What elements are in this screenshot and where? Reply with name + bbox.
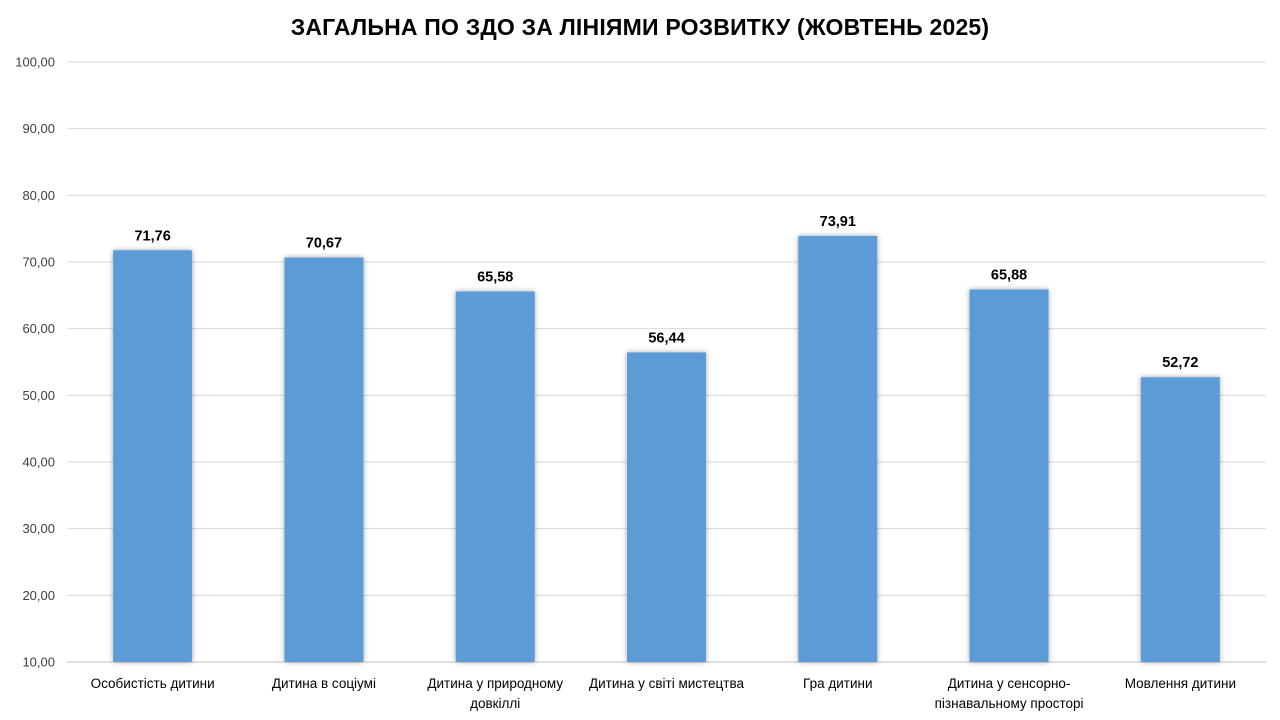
- chart-title: ЗАГАЛЬНА ПО ЗДО ЗА ЛІНІЯМИ РОЗВИТКУ (ЖОВ…: [290, 14, 990, 40]
- bar: [969, 289, 1049, 662]
- category-label: Мовлення дитини: [1125, 676, 1236, 691]
- data-label: 65,88: [991, 267, 1027, 283]
- y-tick-label: 100,00: [15, 55, 55, 70]
- y-tick-label: 90,00: [22, 121, 55, 136]
- y-tick-label: 70,00: [22, 255, 55, 270]
- category-label: Дитина у сенсорно-: [948, 676, 1071, 691]
- category-label: Дитина у світі мистецтва: [589, 676, 745, 691]
- y-tick-label: 20,00: [22, 588, 55, 603]
- y-tick-label: 10,00: [22, 655, 55, 670]
- y-tick-label: 60,00: [22, 321, 55, 336]
- category-label: довкіллі: [470, 696, 520, 711]
- bar: [627, 352, 706, 662]
- y-tick-label: 40,00: [22, 455, 55, 470]
- category-label: пізнавальному просторі: [935, 696, 1084, 711]
- data-labels: 71,76 70,67 65,58 56,44 73,91 65,88 52,72: [134, 214, 1198, 371]
- x-axis-categories: Особистість дитини Дитина в соціумі Дитина…: [91, 676, 1236, 711]
- y-tick-label: 80,00: [22, 188, 55, 203]
- data-label: 70,67: [306, 236, 342, 252]
- bar: [798, 235, 878, 662]
- bar: [113, 250, 193, 662]
- data-label: 52,72: [1162, 355, 1198, 371]
- y-tick-label: 30,00: [22, 521, 55, 536]
- y-axis-ticks: 10,00 20,00 30,00 40,00 50,00 60,00 70,00 80,00…: [15, 55, 55, 670]
- category-label: Дитина в соціумі: [272, 676, 376, 691]
- category-label: Особистість дитини: [91, 676, 215, 691]
- category-label: Дитина у природному: [427, 676, 563, 691]
- bars: [113, 235, 1220, 662]
- bar: [1140, 377, 1220, 662]
- bar: [284, 257, 364, 662]
- data-label: 56,44: [648, 330, 684, 346]
- bar: [455, 291, 535, 662]
- y-tick-label: 50,00: [22, 388, 55, 403]
- data-label: 65,58: [477, 269, 513, 285]
- data-label: 71,76: [134, 228, 170, 244]
- category-label: Гра дитини: [803, 676, 872, 691]
- data-label: 73,91: [820, 214, 856, 230]
